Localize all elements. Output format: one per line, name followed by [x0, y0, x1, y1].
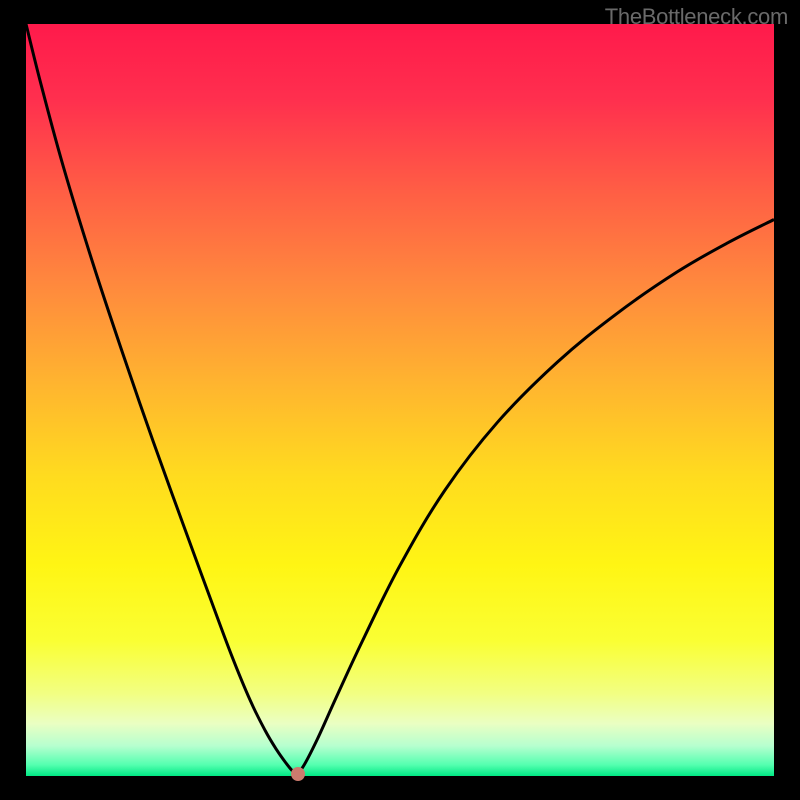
bottleneck-curve: [26, 24, 774, 776]
plot-frame: [26, 24, 774, 776]
curve-path: [26, 24, 774, 774]
min-point-marker: [291, 767, 305, 781]
watermark-text: TheBottleneck.com: [605, 4, 788, 30]
